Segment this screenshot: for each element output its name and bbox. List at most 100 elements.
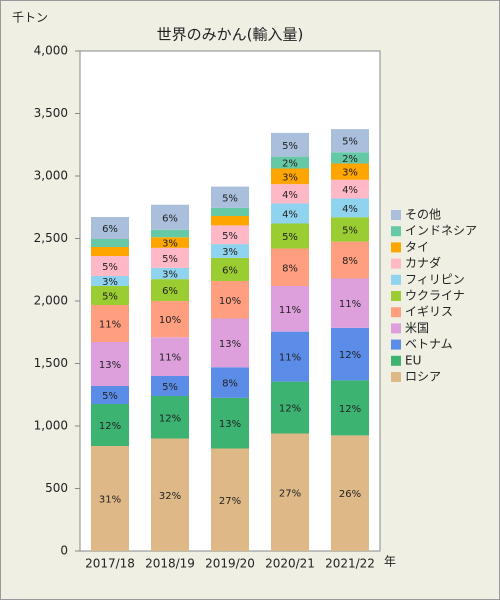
bar-segment — [271, 184, 309, 204]
legend-label: ウクライナ — [405, 289, 465, 303]
legend-swatch — [391, 291, 401, 301]
y-tick-label: 3,500 — [34, 106, 68, 120]
bar-segment — [211, 397, 249, 449]
bar-segment — [151, 337, 189, 376]
share-label: 12% — [339, 350, 361, 361]
x-axis-label: 年 — [384, 555, 396, 569]
share-label: 5% — [162, 254, 178, 265]
x-tick-label: 2019/20 — [205, 557, 255, 571]
share-label: 3% — [282, 172, 298, 183]
bar-segment — [91, 305, 129, 342]
share-label: 5% — [282, 141, 298, 152]
legend-swatch — [391, 355, 401, 366]
bar-segment — [211, 216, 249, 226]
y-tick-label: 500 — [45, 481, 68, 495]
legend-swatch — [391, 323, 401, 334]
share-label: 5% — [162, 382, 178, 393]
share-label: 10% — [219, 296, 241, 307]
y-tick-label: 4,000 — [34, 44, 68, 58]
share-label: 3% — [162, 239, 178, 250]
share-label: 3% — [222, 247, 238, 258]
share-label: 12% — [159, 413, 181, 424]
bar-segment — [271, 223, 309, 249]
share-label: 8% — [282, 263, 298, 274]
y-tick-label: 3,000 — [34, 169, 68, 183]
share-label: 11% — [279, 353, 301, 364]
y-tick-label: 1,500 — [34, 356, 68, 370]
share-label: 32% — [159, 491, 181, 502]
bar-segment — [331, 152, 369, 164]
share-label: 11% — [279, 305, 301, 316]
bar-segment — [211, 244, 249, 258]
share-label: 8% — [222, 379, 238, 390]
x-tick-label: 2018/19 — [145, 557, 195, 571]
bar-segment — [331, 278, 369, 328]
share-label: 5% — [102, 292, 118, 303]
share-label: 4% — [342, 204, 358, 215]
bar-segment — [211, 281, 249, 319]
share-label: 4% — [282, 190, 298, 201]
legend-swatch — [391, 307, 401, 318]
bar-segment — [91, 446, 129, 551]
bar-segment — [211, 207, 249, 216]
share-label: 13% — [219, 339, 241, 350]
share-label: 5% — [102, 262, 118, 273]
bar-segment — [91, 386, 129, 404]
share-label: 5% — [222, 231, 238, 242]
share-label: 6% — [222, 265, 238, 276]
bar-segment — [151, 237, 189, 248]
legend-swatch — [391, 274, 401, 285]
share-label: 5% — [222, 193, 238, 204]
bar-segment — [151, 229, 189, 238]
bar-segment — [91, 342, 129, 386]
bar-segment — [331, 241, 369, 279]
bar-segment — [151, 247, 189, 268]
bar-segment — [151, 267, 189, 280]
bar-segment — [91, 256, 129, 276]
legend-label: 米国 — [405, 321, 429, 335]
x-tick-label: 2020/21 — [265, 557, 315, 571]
bar-segment — [331, 435, 369, 551]
bar-segment — [91, 239, 129, 247]
share-label: 12% — [99, 421, 121, 432]
bar-segment — [211, 318, 249, 368]
share-label: 6% — [102, 224, 118, 235]
bar-segment — [151, 438, 189, 551]
bar-segment — [151, 396, 189, 439]
legend-swatch — [391, 226, 401, 237]
legend-label: フィリピン — [405, 272, 465, 286]
x-tick-label: 2017/18 — [85, 557, 135, 571]
legend-label: イギリス — [405, 305, 453, 319]
share-label: 12% — [339, 404, 361, 415]
legend-label: ベトナム — [405, 337, 453, 351]
share-label: 27% — [279, 488, 301, 499]
legend-swatch — [391, 210, 401, 220]
bar-segment — [271, 286, 309, 332]
share-label: 13% — [219, 419, 241, 430]
share-label: 6% — [162, 286, 178, 297]
share-label: 3% — [102, 277, 118, 288]
share-label: 2% — [282, 159, 298, 170]
legend-swatch — [391, 258, 401, 269]
bar-segment — [211, 367, 249, 398]
legend-swatch — [391, 339, 401, 350]
y-tick-label: 2,000 — [34, 294, 68, 308]
share-label: 4% — [282, 210, 298, 221]
y-tick-label: 0 — [60, 544, 68, 558]
legend-label: ロシア — [405, 370, 441, 384]
share-label: 31% — [99, 495, 121, 506]
bar-segment — [271, 203, 309, 224]
bar-segment — [271, 331, 309, 382]
share-label: 2% — [342, 154, 358, 165]
share-label: 12% — [279, 404, 301, 415]
share-label: 8% — [342, 256, 358, 267]
share-label: 10% — [159, 315, 181, 326]
bar-segment — [271, 132, 309, 157]
bar-segment — [211, 225, 249, 245]
bar-segment — [211, 186, 249, 208]
bar-segment — [91, 247, 129, 256]
bar-segment — [331, 327, 369, 381]
bar-segment — [151, 376, 189, 396]
legend-label: カナダ — [405, 255, 441, 270]
share-label: 13% — [99, 360, 121, 371]
